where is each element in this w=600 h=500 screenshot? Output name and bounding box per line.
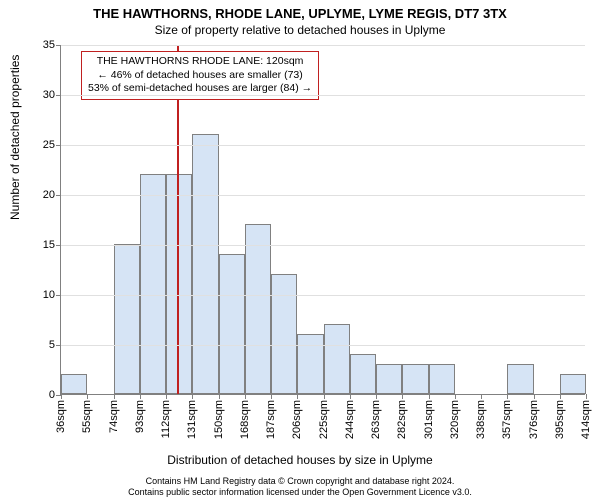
xtick-mark	[219, 394, 220, 399]
chart-title-line1: THE HAWTHORNS, RHODE LANE, UPLYME, LYME …	[0, 6, 600, 21]
xtick-label: 150sqm	[213, 400, 225, 439]
grid-line	[61, 345, 585, 346]
xtick-label: 282sqm	[396, 400, 408, 439]
ytick-label: 35	[43, 39, 55, 51]
ytick-label: 10	[43, 289, 55, 301]
xtick-label: 395sqm	[554, 400, 566, 439]
ytick-mark	[56, 245, 61, 246]
histogram-bar	[166, 174, 192, 394]
xtick-mark	[429, 394, 430, 399]
grid-line	[61, 45, 585, 46]
ytick-label: 30	[43, 89, 55, 101]
xtick-label: 301sqm	[423, 400, 435, 439]
xtick-label: 131sqm	[186, 400, 198, 439]
xtick-label: 263sqm	[370, 400, 382, 439]
ytick-label: 20	[43, 189, 55, 201]
histogram-bar	[271, 274, 297, 394]
xtick-mark	[481, 394, 482, 399]
xtick-mark	[245, 394, 246, 399]
histogram-bar	[350, 354, 376, 394]
property-info-box: THE HAWTHORNS RHODE LANE: 120sqm ← 46% o…	[81, 51, 319, 100]
xtick-mark	[507, 394, 508, 399]
xtick-label: 74sqm	[108, 400, 120, 433]
ytick-mark	[56, 195, 61, 196]
xtick-label: 357sqm	[501, 400, 513, 439]
xtick-label: 93sqm	[134, 400, 146, 433]
xtick-mark	[560, 394, 561, 399]
xtick-label: 338sqm	[475, 400, 487, 439]
grid-line	[61, 95, 585, 96]
chart-container: THE HAWTHORNS, RHODE LANE, UPLYME, LYME …	[0, 0, 600, 500]
histogram-bar	[324, 324, 350, 394]
xtick-label: 376sqm	[528, 400, 540, 439]
info-box-line3: 53% of semi-detached houses are larger (…	[88, 82, 312, 96]
ytick-mark	[56, 345, 61, 346]
xtick-label: 320sqm	[449, 400, 461, 439]
xtick-mark	[350, 394, 351, 399]
xtick-mark	[455, 394, 456, 399]
ytick-mark	[56, 45, 61, 46]
xtick-label: 168sqm	[239, 400, 251, 439]
histogram-bar	[219, 254, 245, 394]
ytick-mark	[56, 95, 61, 96]
histogram-bar	[192, 134, 218, 394]
xtick-label: 244sqm	[344, 400, 356, 439]
chart-title-line2: Size of property relative to detached ho…	[0, 23, 600, 37]
ytick-label: 5	[49, 339, 55, 351]
info-box-line2: ← 46% of detached houses are smaller (73…	[88, 69, 312, 83]
xtick-mark	[87, 394, 88, 399]
xtick-mark	[297, 394, 298, 399]
ytick-label: 25	[43, 139, 55, 151]
xtick-mark	[140, 394, 141, 399]
grid-line	[61, 195, 585, 196]
xtick-mark	[114, 394, 115, 399]
xtick-mark	[192, 394, 193, 399]
footer-line2: Contains public sector information licen…	[0, 487, 600, 498]
xtick-label: 36sqm	[55, 400, 67, 433]
histogram-bar	[507, 364, 533, 394]
histogram-bar	[560, 374, 586, 394]
xtick-mark	[402, 394, 403, 399]
histogram-bar	[376, 364, 402, 394]
xtick-label: 414sqm	[580, 400, 592, 439]
grid-line	[61, 145, 585, 146]
ytick-label: 15	[43, 239, 55, 251]
x-axis-label: Distribution of detached houses by size …	[0, 453, 600, 467]
xtick-mark	[324, 394, 325, 399]
histogram-bar	[140, 174, 166, 394]
xtick-label: 112sqm	[160, 400, 172, 438]
xtick-mark	[166, 394, 167, 399]
histogram-bar	[61, 374, 87, 394]
xtick-label: 55sqm	[81, 400, 93, 433]
xtick-mark	[376, 394, 377, 399]
xtick-mark	[586, 394, 587, 399]
grid-line	[61, 295, 585, 296]
histogram-bar	[429, 364, 455, 394]
histogram-bar	[245, 224, 271, 394]
xtick-mark	[534, 394, 535, 399]
xtick-label: 225sqm	[318, 400, 330, 439]
footer-attribution: Contains HM Land Registry data © Crown c…	[0, 476, 600, 499]
histogram-bar	[114, 244, 140, 394]
histogram-bar	[402, 364, 428, 394]
xtick-label: 206sqm	[291, 400, 303, 439]
histogram-bar	[297, 334, 323, 394]
footer-line1: Contains HM Land Registry data © Crown c…	[0, 476, 600, 487]
ytick-mark	[56, 295, 61, 296]
ytick-mark	[56, 145, 61, 146]
grid-line	[61, 245, 585, 246]
xtick-label: 187sqm	[265, 400, 277, 439]
plot-area: THE HAWTHORNS RHODE LANE: 120sqm ← 46% o…	[60, 45, 585, 395]
xtick-mark	[61, 394, 62, 399]
info-box-line1: THE HAWTHORNS RHODE LANE: 120sqm	[88, 55, 312, 69]
y-axis-label: Number of detached properties	[8, 55, 22, 220]
xtick-mark	[271, 394, 272, 399]
